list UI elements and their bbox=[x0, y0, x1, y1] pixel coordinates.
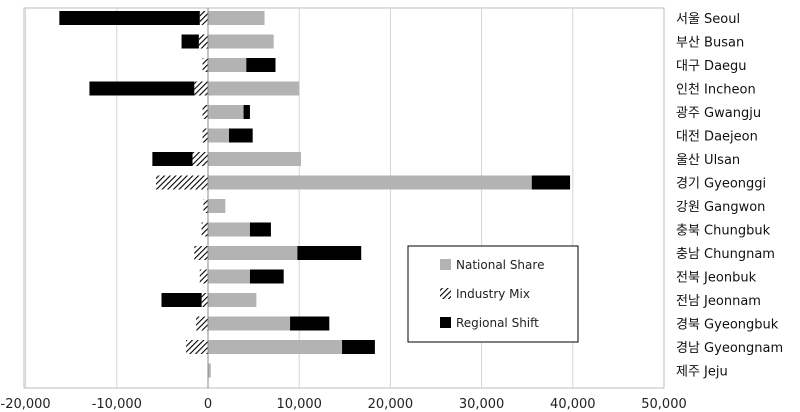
category-label: 부산 Busan bbox=[676, 36, 744, 51]
bar-industry-mix bbox=[186, 340, 208, 354]
bar-industry-mix bbox=[202, 128, 208, 143]
bar-regional-shift bbox=[290, 316, 330, 331]
x-tick-label: 50,000 bbox=[641, 397, 687, 412]
category-label: 강원 Gangwon bbox=[676, 200, 765, 215]
bar-national-share bbox=[208, 269, 250, 284]
bar-national-share bbox=[208, 340, 343, 354]
bar-regional-shift bbox=[249, 269, 284, 284]
bar-industry-mix bbox=[202, 105, 208, 119]
bar-national-share bbox=[208, 105, 244, 119]
bar-national-share bbox=[208, 363, 211, 378]
bar-industry-mix bbox=[194, 81, 208, 96]
bar-industry-mix bbox=[156, 175, 208, 190]
x-tick-label: 10,000 bbox=[276, 397, 322, 412]
category-label: 울산 Ulsan bbox=[676, 153, 740, 168]
bar-industry-mix bbox=[201, 222, 208, 237]
bars bbox=[59, 11, 571, 378]
bar-regional-shift bbox=[243, 105, 250, 119]
bar-national-share bbox=[208, 128, 229, 143]
bar-national-share bbox=[208, 199, 226, 213]
legend: National Share Industry Mix Regional Shift bbox=[407, 245, 579, 343]
bar-regional-shift bbox=[89, 81, 195, 96]
legend-label: National Share bbox=[456, 258, 544, 272]
x-axis-tick-labels: -20,000 -10,000 0 10,000 20,000 30,000 40,000 5… bbox=[1, 397, 687, 412]
category-label: 경기 Gyeonggi bbox=[676, 177, 766, 192]
bar-regional-shift bbox=[152, 152, 193, 166]
x-tick-label: 30,000 bbox=[459, 397, 505, 412]
bar-industry-mix bbox=[192, 152, 208, 166]
bar-national-share bbox=[208, 34, 274, 49]
bar-national-share bbox=[208, 246, 298, 260]
bar-national-share bbox=[208, 175, 532, 190]
bar-regional-shift bbox=[297, 246, 362, 260]
bar-national-share bbox=[208, 316, 291, 331]
legend-swatch bbox=[440, 259, 451, 270]
bar-industry-mix bbox=[203, 199, 208, 213]
category-label: 광주 Gwangju bbox=[676, 106, 761, 121]
bar-regional-shift bbox=[531, 175, 571, 190]
bar-industry-mix bbox=[196, 316, 208, 331]
bar-regional-shift bbox=[249, 222, 271, 237]
bar-regional-shift bbox=[228, 128, 253, 143]
category-label: 서울 Seoul bbox=[676, 12, 740, 27]
category-label: 전남 Jeonnam bbox=[676, 294, 761, 309]
x-tick-label: 40,000 bbox=[550, 397, 596, 412]
x-tick-label: 20,000 bbox=[368, 397, 414, 412]
bar-regional-shift bbox=[181, 34, 199, 49]
x-tick-label: -10,000 bbox=[92, 397, 142, 412]
legend-swatch bbox=[440, 317, 451, 328]
bar-regional-shift bbox=[59, 11, 200, 25]
category-label: 인천 Incheon bbox=[676, 83, 756, 98]
category-label: 경남 Gyeongnam bbox=[676, 341, 783, 356]
category-label: 대전 Daejeon bbox=[676, 130, 758, 145]
bar-industry-mix bbox=[194, 246, 208, 260]
plot-frame bbox=[23, 7, 665, 389]
category-label: 대구 Daegu bbox=[676, 59, 747, 74]
bar-regional-shift bbox=[161, 293, 202, 307]
bar-industry-mix bbox=[202, 58, 208, 72]
bar-national-share bbox=[208, 222, 250, 237]
legend-box bbox=[407, 245, 579, 343]
category-label: 경북 Gyeongbuk bbox=[676, 318, 779, 333]
bar-industry-mix bbox=[199, 269, 208, 284]
bar-national-share bbox=[208, 293, 257, 307]
bar-national-share bbox=[208, 11, 265, 25]
bar-regional-shift bbox=[342, 340, 375, 354]
x-tick-label: -20,000 bbox=[1, 397, 51, 412]
category-label: 충북 Chungbuk bbox=[676, 224, 771, 239]
legend-label: Regional Shift bbox=[456, 316, 539, 330]
bar-industry-mix bbox=[199, 11, 208, 25]
x-tick-label: 0 bbox=[204, 397, 212, 412]
category-labels: 서울 Seoul 부산 Busan 대구 Daegu 인천 Incheon 광주 Gwa… bbox=[676, 12, 783, 380]
legend-label: Industry Mix bbox=[456, 287, 530, 301]
bar-national-share bbox=[208, 81, 300, 96]
bar-industry-mix bbox=[198, 34, 208, 49]
bar-national-share bbox=[208, 152, 302, 166]
legend-swatch bbox=[440, 288, 451, 299]
category-label: 충남 Chungnam bbox=[676, 247, 775, 262]
bar-industry-mix bbox=[201, 293, 208, 307]
bar-regional-shift bbox=[246, 58, 276, 72]
bar-national-share bbox=[208, 58, 247, 72]
category-label: 제주 Jeju bbox=[676, 365, 728, 380]
category-label: 전북 Jeonbuk bbox=[676, 271, 757, 286]
